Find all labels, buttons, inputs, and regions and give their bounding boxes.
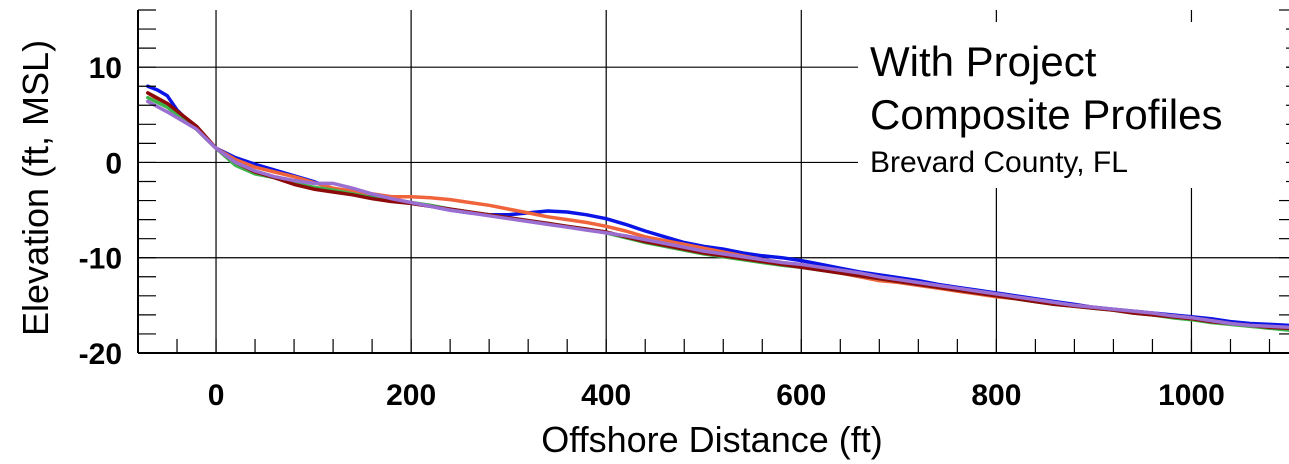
- x-tick-label: 400: [581, 379, 631, 412]
- series-line-5: [146, 99, 1289, 330]
- chart-title: With Project: [870, 38, 1097, 85]
- y-tick-label: -20: [79, 338, 122, 371]
- y-tick-label: 0: [105, 147, 122, 180]
- tick-labels: 0 200 400 600 800 1000 10 0 -10 -20: [79, 52, 1225, 412]
- x-axis-title: Offshore Distance (ft): [541, 419, 882, 460]
- y-tick-label: 10: [89, 52, 122, 85]
- x-tick-label: 0: [208, 379, 225, 412]
- series-group: [146, 84, 1289, 332]
- y-axis-title: Elevation (ft, MSL): [15, 40, 56, 336]
- y-tick-label: -10: [79, 243, 122, 276]
- x-tick-label: 200: [386, 379, 436, 412]
- chart-subtitle: Composite Profiles: [870, 91, 1222, 138]
- chart-location: Brevard County, FL: [870, 146, 1128, 179]
- x-tick-label: 1000: [1158, 379, 1225, 412]
- x-tick-label: 800: [971, 379, 1021, 412]
- x-tick-label: 600: [776, 379, 826, 412]
- title-box: [858, 22, 1286, 188]
